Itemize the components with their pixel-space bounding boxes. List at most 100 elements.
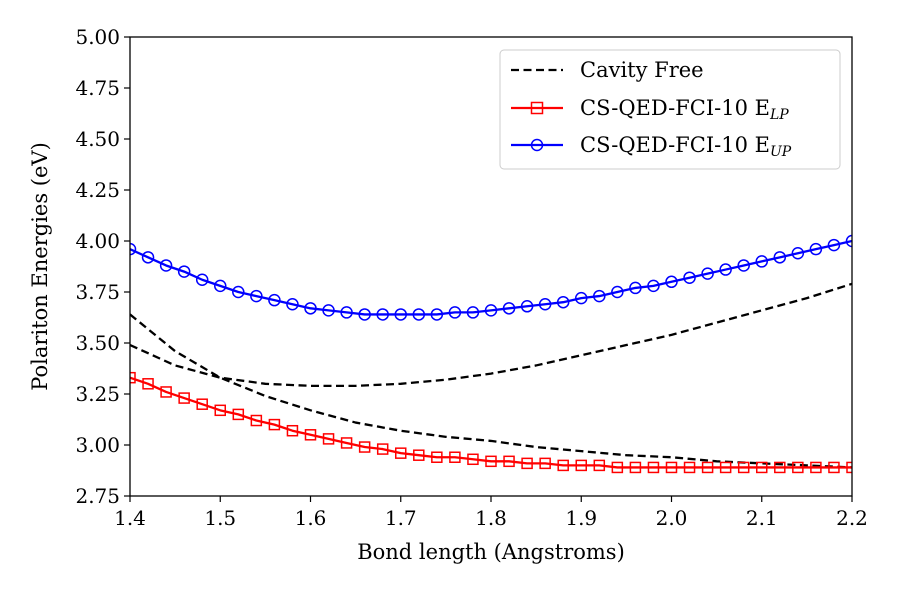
data-point-up bbox=[719, 263, 732, 276]
y-tick-label: 2.75 bbox=[75, 484, 120, 508]
data-point-up bbox=[827, 238, 841, 252]
legend-entry-lp: CS-QED-FCI-10 ELP bbox=[511, 96, 789, 123]
data-point-lp bbox=[774, 461, 786, 474]
data-point-up bbox=[130, 242, 137, 256]
data-point-up bbox=[683, 271, 696, 284]
x-tick-label: 2.2 bbox=[836, 506, 868, 530]
data-point-up bbox=[322, 304, 335, 317]
series-line-lp bbox=[130, 376, 852, 469]
data-point-up bbox=[394, 308, 407, 321]
y-tick-label: 4.50 bbox=[75, 127, 120, 151]
data-point-up bbox=[232, 285, 245, 299]
data-point-lp bbox=[395, 447, 407, 459]
data-point-up bbox=[340, 306, 353, 319]
data-point-up bbox=[538, 297, 552, 311]
data-point-lp bbox=[756, 461, 768, 474]
data-point-up bbox=[376, 308, 389, 321]
data-point-lp bbox=[196, 398, 208, 410]
legend-swatch-square-marker bbox=[530, 101, 544, 115]
data-point-up bbox=[755, 255, 768, 268]
y-tick-label: 4.25 bbox=[75, 178, 120, 202]
legend-box bbox=[499, 49, 841, 170]
y-tick-label: 4.75 bbox=[75, 76, 120, 100]
data-point-lp bbox=[467, 453, 479, 466]
data-point-lp bbox=[358, 441, 371, 453]
data-point-up bbox=[177, 265, 191, 278]
series-line-up bbox=[130, 239, 852, 316]
series-line-cavity_free_lower bbox=[130, 313, 852, 469]
data-point-lp bbox=[611, 461, 624, 474]
data-point-up bbox=[520, 300, 534, 313]
legend-label-lp: CS-QED-FCI-10 ELP bbox=[580, 96, 789, 123]
data-point-up bbox=[665, 275, 678, 289]
axes-layer: 1.4 1.5 1.6 1.7 1.8 1.9 2.0 2.1 2.2 2.75 3.00 3.25 3… bbox=[75, 25, 867, 530]
y-tick-label: 3.25 bbox=[75, 382, 120, 406]
x-tick-label: 1.6 bbox=[295, 506, 327, 530]
data-point-lp bbox=[449, 451, 461, 463]
data-point-lp bbox=[647, 461, 660, 474]
data-point-lp bbox=[575, 459, 587, 472]
y-tick-label: 5.00 bbox=[75, 25, 120, 49]
data-point-up bbox=[701, 267, 714, 280]
data-point-lp bbox=[701, 461, 714, 474]
data-point-lp bbox=[286, 424, 299, 437]
y-tick-label: 4.00 bbox=[75, 229, 120, 253]
series-layer bbox=[130, 234, 852, 474]
data-point-up bbox=[556, 295, 570, 309]
data-point-lp bbox=[413, 449, 425, 461]
data-point-up bbox=[809, 242, 823, 256]
data-point-lp bbox=[665, 461, 678, 474]
data-point-up bbox=[484, 304, 498, 317]
data-point-up bbox=[268, 293, 281, 307]
data-point-lp bbox=[431, 451, 443, 463]
x-tick-label: 1.8 bbox=[475, 506, 507, 530]
data-point-up bbox=[412, 308, 426, 321]
data-point-up bbox=[575, 291, 588, 305]
data-point-lp bbox=[737, 461, 750, 474]
data-point-lp bbox=[792, 461, 804, 474]
data-point-lp bbox=[160, 386, 172, 398]
data-point-lp bbox=[178, 392, 190, 404]
legend-swatch-circle-marker bbox=[530, 138, 544, 152]
data-point-lp bbox=[340, 437, 353, 449]
data-point-up bbox=[737, 259, 750, 272]
data-point-lp bbox=[846, 461, 852, 474]
data-point-up bbox=[250, 289, 263, 303]
data-point-lp bbox=[232, 408, 245, 421]
data-point-lp bbox=[130, 371, 136, 384]
data-point-lp bbox=[539, 457, 551, 470]
data-point-lp bbox=[214, 404, 226, 417]
data-point-lp bbox=[593, 459, 606, 472]
data-point-lp bbox=[485, 455, 497, 468]
data-point-lp bbox=[810, 461, 822, 474]
data-point-up bbox=[430, 308, 444, 321]
data-point-lp bbox=[376, 443, 389, 455]
legend-label-cavity-free: Cavity Free bbox=[580, 58, 704, 82]
y-tick-label: 3.75 bbox=[75, 280, 120, 304]
data-point-up bbox=[466, 306, 480, 319]
y-axis-label: Polariton Energies (eV) bbox=[28, 142, 52, 391]
x-tick-label: 2.0 bbox=[656, 506, 688, 530]
data-point-up bbox=[304, 302, 317, 315]
data-point-up bbox=[141, 251, 155, 264]
series-line-cavity_free_upper bbox=[130, 282, 852, 387]
data-point-lp bbox=[719, 461, 732, 474]
data-point-lp bbox=[557, 459, 569, 472]
data-point-up bbox=[611, 285, 624, 299]
data-point-lp bbox=[683, 461, 696, 474]
data-point-up bbox=[773, 251, 787, 264]
data-point-lp bbox=[142, 378, 154, 390]
legend-label-up: CS-QED-FCI-10 EUP bbox=[580, 133, 792, 160]
data-point-lp bbox=[521, 457, 533, 470]
data-point-up bbox=[448, 306, 462, 319]
legend: Cavity Free CS-QED-FCI-10 ELP CS-QED-FCI… bbox=[499, 49, 841, 170]
data-point-up bbox=[845, 234, 852, 248]
data-point-up bbox=[358, 308, 371, 321]
data-point-lp bbox=[322, 433, 335, 445]
data-point-up bbox=[593, 289, 606, 303]
data-point-lp bbox=[503, 455, 515, 468]
data-point-up bbox=[214, 279, 227, 293]
data-point-up bbox=[647, 279, 660, 293]
data-point-up bbox=[195, 273, 209, 287]
